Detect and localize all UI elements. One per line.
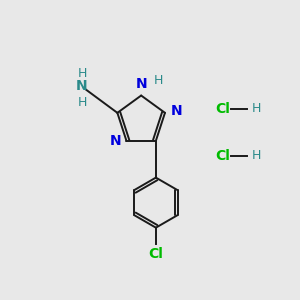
Text: H: H (77, 67, 87, 80)
Text: H: H (252, 102, 261, 115)
Text: N: N (110, 134, 121, 148)
Text: N: N (76, 79, 88, 93)
Text: Cl: Cl (215, 102, 230, 116)
Text: H: H (252, 149, 261, 162)
Text: Cl: Cl (215, 149, 230, 163)
Text: H: H (77, 96, 87, 109)
Text: Cl: Cl (148, 247, 163, 261)
Text: N: N (170, 104, 182, 118)
Text: N: N (135, 77, 147, 91)
Text: H: H (154, 74, 163, 87)
